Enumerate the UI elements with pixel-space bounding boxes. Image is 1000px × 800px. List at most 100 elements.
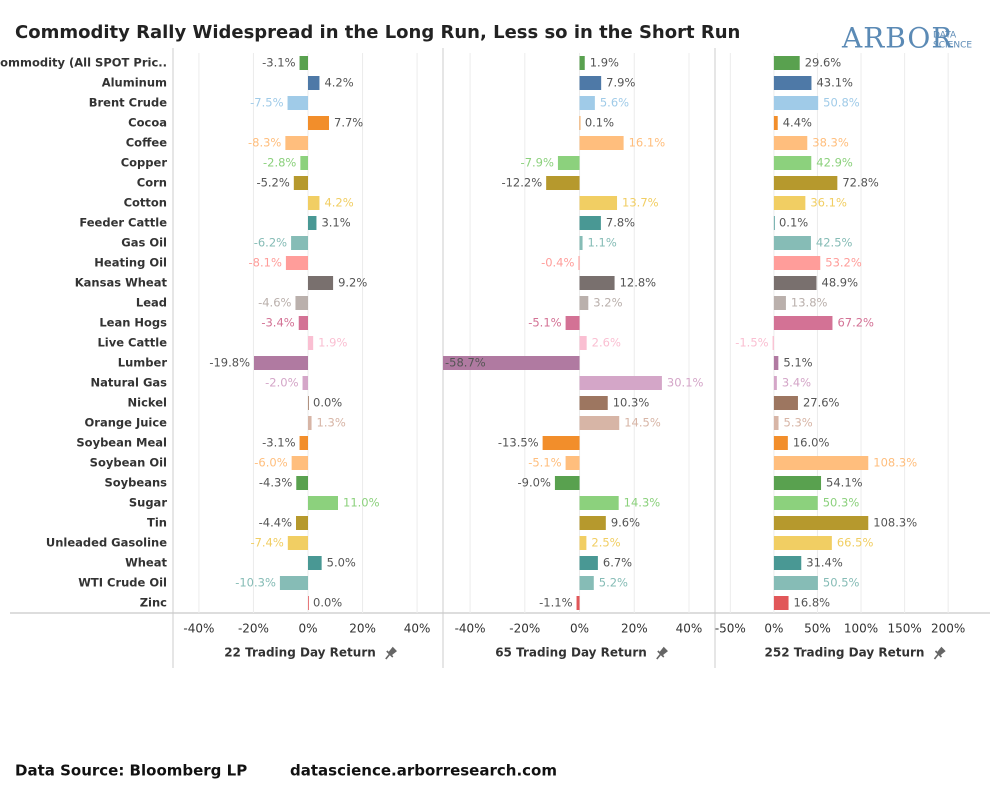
chart-title: Commodity Rally Widespread in the Long R… (15, 22, 740, 43)
value-label: 7.8% (606, 216, 635, 230)
category-label: Corn (137, 176, 167, 190)
value-label: 6.7% (603, 556, 632, 570)
axis-title: 65 Trading Day Return (495, 646, 647, 660)
value-label: -4.6% (258, 296, 291, 310)
bar (579, 396, 608, 410)
bar (579, 196, 618, 210)
category-label: Aluminum (102, 76, 167, 90)
bar (300, 156, 308, 170)
value-label: 5.2% (599, 576, 628, 590)
bar (285, 136, 308, 150)
value-label: 1.9% (318, 336, 347, 350)
bar (773, 496, 818, 510)
bar (542, 436, 580, 450)
bar (579, 116, 581, 130)
category-label: Tin (147, 516, 167, 530)
value-label: -9.0% (518, 476, 551, 490)
value-label: -6.0% (254, 456, 287, 470)
bar (254, 356, 308, 370)
source: Data Source: Bloomberg LP (15, 762, 247, 780)
bar (773, 276, 817, 290)
axis-title: 252 Trading Day Return (765, 646, 925, 660)
bar (308, 416, 312, 430)
value-label: 53.2% (825, 256, 862, 270)
value-label: 1.9% (590, 56, 619, 70)
value-label: -5.1% (528, 316, 561, 330)
value-label: -6.2% (254, 236, 287, 250)
bar (579, 96, 595, 110)
bar (773, 76, 812, 90)
value-label: -2.0% (265, 376, 298, 390)
bar (296, 476, 308, 490)
value-label: 42.9% (816, 156, 853, 170)
category-label: Brent Crude (89, 96, 167, 110)
value-label: -3.1% (262, 56, 295, 70)
bar (579, 536, 587, 550)
bar (296, 516, 308, 530)
category-label: Copper (121, 156, 168, 170)
value-label: -10.3% (235, 576, 276, 590)
value-label: -58.7% (445, 356, 486, 370)
bar (579, 56, 585, 70)
category-label: Commodity (All SPOT Pric.. (0, 56, 167, 70)
x-tick-label: 40% (404, 622, 431, 636)
category-label: Heating Oil (94, 256, 167, 270)
value-label: 3.2% (593, 296, 622, 310)
value-label: 54.1% (826, 476, 863, 490)
bar (773, 476, 822, 490)
value-label: 0.1% (585, 116, 614, 130)
category-label: Lumber (118, 356, 168, 370)
bar (293, 176, 308, 190)
value-label: 36.1% (810, 196, 847, 210)
value-label: 7.7% (334, 116, 363, 130)
value-label: 67.2% (837, 316, 874, 330)
bar (279, 576, 308, 590)
bar (579, 556, 598, 570)
bar (291, 236, 308, 250)
value-label: 4.4% (783, 116, 812, 130)
category-label: Zinc (140, 596, 167, 610)
bar (773, 96, 819, 110)
value-label: 108.3% (873, 516, 917, 530)
value-label: -13.5% (498, 436, 539, 450)
bar (579, 376, 662, 390)
bar (773, 456, 869, 470)
value-label: 14.3% (624, 496, 661, 510)
value-label: 50.5% (823, 576, 860, 590)
bar (773, 556, 802, 570)
bar (773, 416, 779, 430)
value-label: 0.0% (313, 596, 342, 610)
value-label: -12.2% (501, 176, 542, 190)
category-label: Lead (136, 296, 167, 310)
value-label: -8.1% (249, 256, 282, 270)
bar (579, 276, 615, 290)
bar (291, 456, 308, 470)
bar (308, 496, 338, 510)
x-tick-label: 50% (804, 622, 831, 636)
value-label: 14.5% (624, 416, 661, 430)
value-label: -5.1% (528, 456, 561, 470)
bar (773, 356, 779, 370)
x-tick-label: -40% (183, 622, 214, 636)
bar (773, 296, 786, 310)
bar (295, 296, 308, 310)
value-label: 108.3% (873, 456, 917, 470)
value-label: 42.5% (816, 236, 853, 250)
value-label: 0.1% (779, 216, 808, 230)
bar (773, 216, 775, 230)
category-label: Wheat (125, 556, 167, 570)
logo-sub: SCIENCE (933, 41, 972, 51)
value-label: 3.1% (321, 216, 350, 230)
value-label: 16.1% (629, 136, 666, 150)
bar (579, 496, 619, 510)
logo-sub: DATA (933, 31, 957, 41)
value-label: -19.8% (209, 356, 250, 370)
value-label: 5.6% (600, 96, 629, 110)
category-label: Coffee (126, 136, 167, 150)
bar (579, 76, 602, 90)
value-label: -1.5% (735, 336, 768, 350)
bar (773, 56, 800, 70)
value-label: -7.9% (521, 156, 554, 170)
